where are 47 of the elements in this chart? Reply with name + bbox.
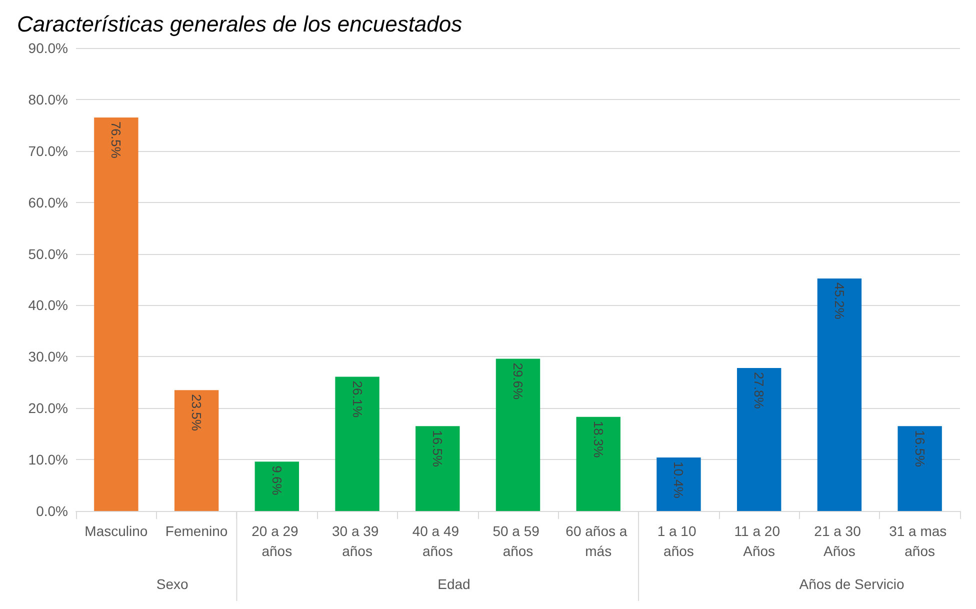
bar (817, 278, 862, 511)
data-label: 27.8% (752, 372, 767, 410)
bar (94, 117, 138, 511)
x-tick-label: 1 a 10 años (657, 523, 700, 559)
data-label: 29.6% (510, 362, 526, 400)
text: Edad (438, 576, 470, 592)
x-tick-label: 50 a 59 años (492, 523, 544, 559)
data-label: 76.5% (108, 121, 124, 159)
data-label: 16.5% (912, 430, 928, 468)
y-tick-label: 30.0% (28, 348, 68, 365)
text: Sexo (156, 576, 188, 592)
y-tick-label: 60.0% (28, 194, 68, 210)
bar (496, 358, 540, 511)
chart-title: Características generales de los encuestados (17, 12, 462, 36)
y-tick-label: 80.0% (28, 91, 68, 108)
bar (898, 426, 942, 511)
data-label: 9.6% (269, 466, 284, 496)
data-label: 10.4% (671, 462, 686, 499)
x-tick-label: 60 años a más (566, 523, 632, 559)
y-tick-label: 20.0% (28, 400, 68, 416)
x-tick-label: 31 a mas años (889, 523, 951, 559)
x-tick-label: 21 a 30 Años (814, 523, 865, 559)
y-tick-label: 50.0% (28, 246, 68, 262)
bar (335, 376, 380, 511)
y-tick-label: 0.0% (36, 503, 68, 519)
x-tick-label: 11 a 20 Años (734, 523, 784, 559)
bar (254, 462, 300, 511)
x-tick-label: 30 a 39 años (332, 523, 383, 559)
y-tick-label: 90.0% (28, 40, 68, 56)
y-tick-label: 70.0% (28, 142, 68, 159)
x-tick-label: Masculino (84, 523, 148, 539)
data-label: 26.1% (350, 380, 365, 418)
bar (656, 458, 701, 511)
x-tick-label: Femenino (165, 523, 228, 539)
bar (736, 368, 782, 511)
data-label: 45.2% (832, 282, 847, 320)
data-label: 16.5% (430, 430, 446, 468)
data-label: 23.5% (189, 394, 204, 432)
text: Años de Servicio (799, 576, 905, 592)
x-tick-label: 20 a 29 años (252, 523, 302, 559)
y-tick-label: 40.0% (28, 297, 68, 314)
x-tick-label: 40 a 49 años (412, 523, 463, 559)
bar (576, 416, 620, 511)
y-tick-label: 10.0% (28, 452, 68, 468)
bar (174, 390, 219, 511)
bar (416, 426, 460, 511)
data-label: 18.3% (590, 420, 606, 458)
